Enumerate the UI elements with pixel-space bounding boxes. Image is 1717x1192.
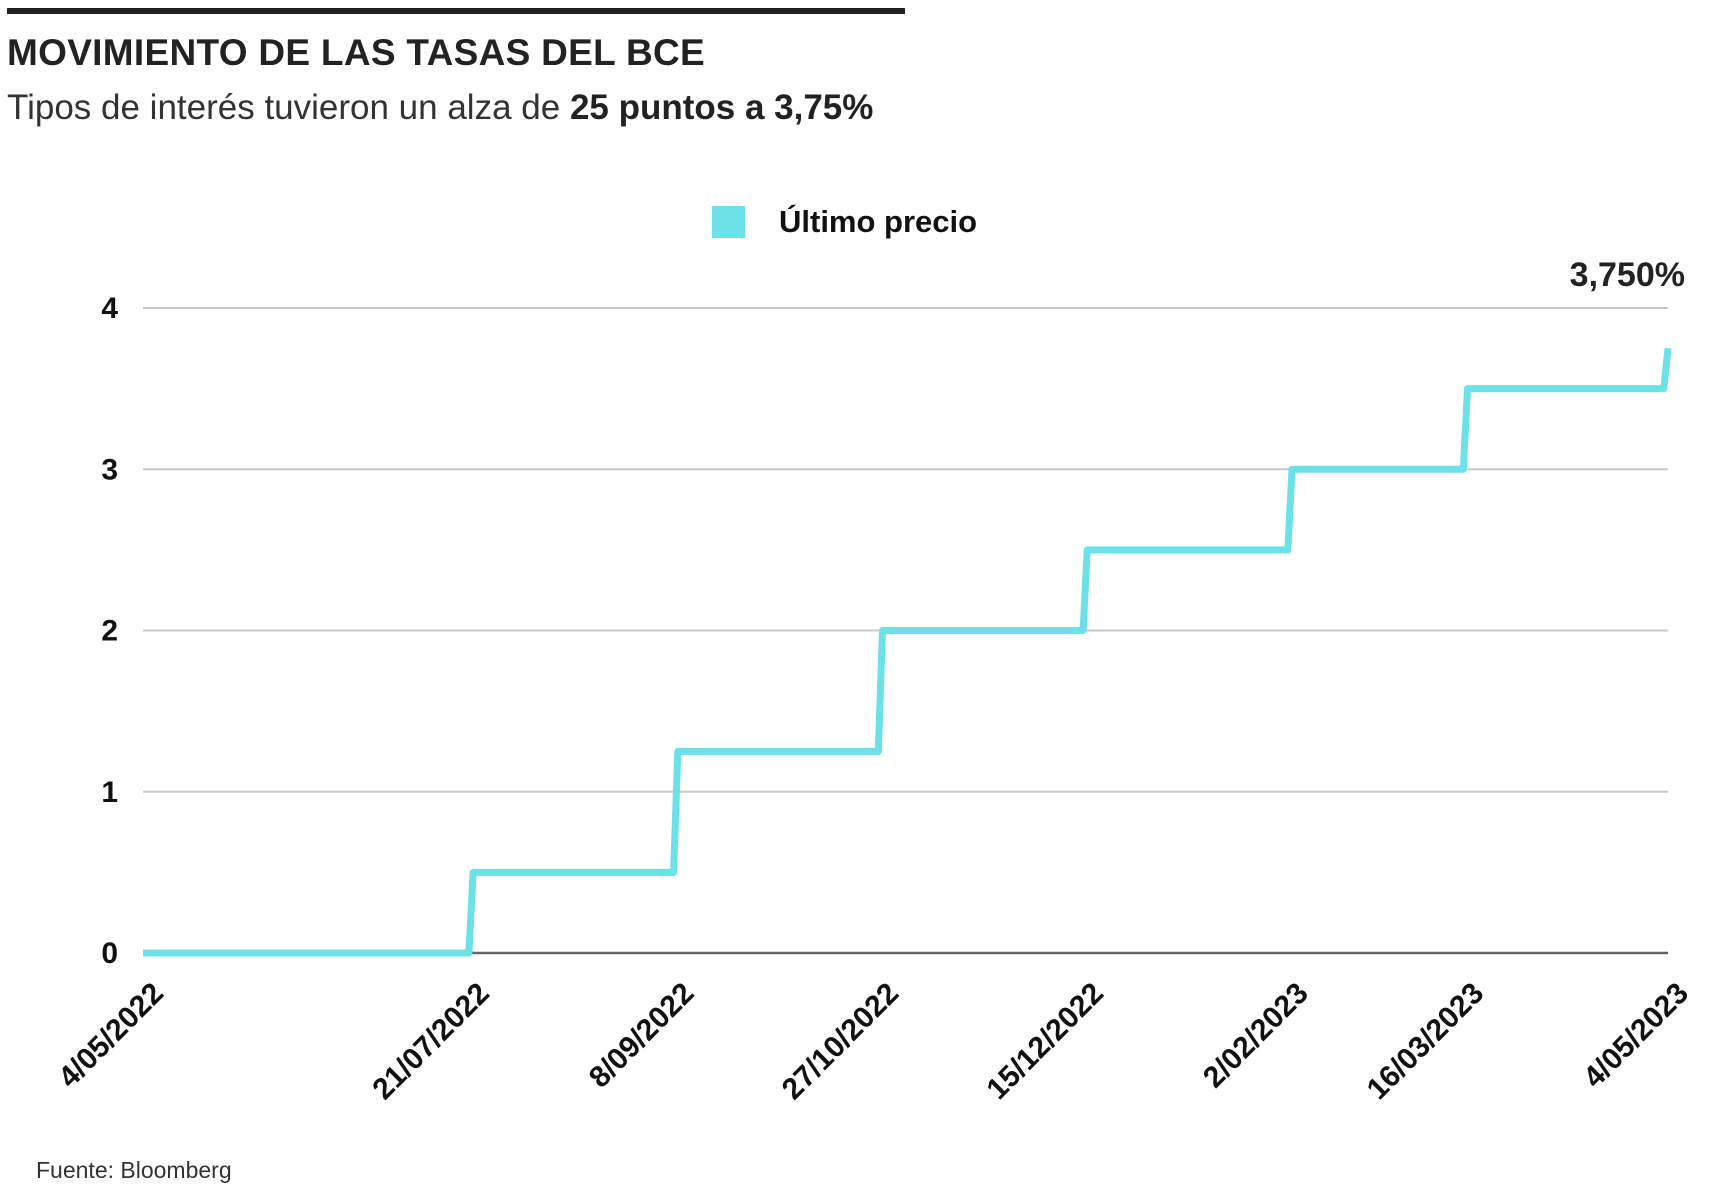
y-tick-label: 0 — [101, 937, 118, 970]
subtitle-highlight: 25 puntos a 3,75% — [569, 88, 874, 127]
x-tick-label: 4/05/2023 — [1577, 977, 1695, 1095]
x-axis-ticks: 4/05/2022 21/07/2022 8/09/2022 27/10/2022 15… — [52, 977, 1695, 1107]
y-tick-label: 4 — [101, 292, 118, 325]
x-tick-label: 15/12/2022 — [981, 977, 1111, 1107]
x-tick-label: 2/02/2023 — [1197, 977, 1315, 1095]
legend-swatch — [712, 206, 745, 238]
y-tick-label: 3 — [101, 453, 118, 486]
x-tick-label: 4/05/2022 — [52, 977, 170, 1095]
grid — [143, 307, 1668, 955]
source-note: Fuente: Bloomberg — [36, 1157, 232, 1183]
y-axis-ticks: 0 1 2 3 4 — [101, 292, 118, 970]
series-layer — [143, 347, 1672, 957]
x-tick-label: 8/09/2022 — [583, 977, 701, 1095]
series-line — [143, 347, 1672, 957]
y-tick-label: 1 — [101, 776, 118, 809]
x-tick-label: 21/07/2022 — [366, 977, 496, 1107]
x-tick-label: 27/10/2022 — [776, 977, 906, 1107]
chart-title: MOVIMIENTO DE LAS TASAS DEL BCE — [7, 32, 705, 73]
chart-subtitle: Tipos de interés tuvieron un alza de 25 … — [7, 88, 873, 128]
legend: Último precio — [712, 204, 977, 240]
x-tick-label: 16/03/2023 — [1361, 977, 1491, 1107]
y-tick-label: 2 — [101, 615, 118, 648]
subtitle-text: Tipos de interés tuvieron un alza de — [7, 88, 570, 127]
legend-label: Último precio — [779, 204, 978, 239]
top-rule — [7, 8, 905, 14]
end-value-label: 3,750% — [1569, 256, 1685, 294]
